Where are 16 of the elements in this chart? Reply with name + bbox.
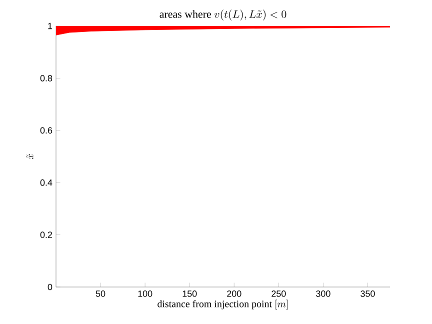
y-tick-label: 0 xyxy=(48,284,52,290)
x-axis-title: $\mathrm{distance\ from\ injection\ point}\ [m]$ xyxy=(158,300,288,310)
y-tick-label: 0.2 xyxy=(40,232,52,238)
y-tick-label: 0.6 xyxy=(40,127,52,134)
y-tick-label: 0.4 xyxy=(40,179,52,186)
x-tick-label: 150 xyxy=(182,290,197,297)
y-tick-label: 1 xyxy=(48,22,52,30)
x-tick-label: 50 xyxy=(96,290,106,297)
x-tick-label: 350 xyxy=(360,290,375,297)
x-tick-label: 250 xyxy=(272,290,286,297)
y-axis-title: $\tilde{x}$ xyxy=(26,154,34,160)
x-tick-label: 200 xyxy=(227,290,242,297)
x-tick-label: 300 xyxy=(316,290,330,297)
x-tick-label: 100 xyxy=(138,290,152,297)
chart-title: $\mathrm{areas\ where}\ v(t(L),L\tilde{x})<0$ xyxy=(160,10,286,20)
y-tick-label: 0.8 xyxy=(40,75,52,82)
